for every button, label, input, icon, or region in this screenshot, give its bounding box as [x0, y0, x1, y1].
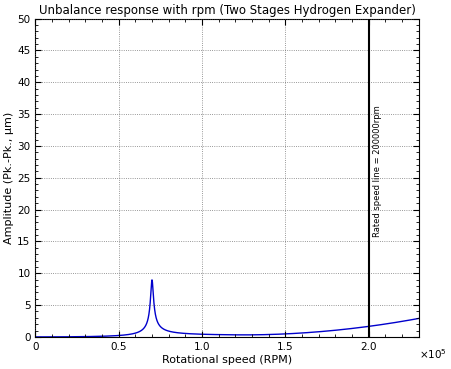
Title: Unbalance response with rpm (Two Stages Hydrogen Expander): Unbalance response with rpm (Two Stages …	[38, 4, 415, 17]
Y-axis label: Amplitude (Pk.-Pk., μm): Amplitude (Pk.-Pk., μm)	[5, 112, 14, 244]
X-axis label: Rotational speed (RPM): Rotational speed (RPM)	[162, 355, 292, 365]
Text: $\times10^5$: $\times10^5$	[419, 347, 446, 361]
Text: Rated speed line = 200000rpm: Rated speed line = 200000rpm	[373, 106, 382, 237]
